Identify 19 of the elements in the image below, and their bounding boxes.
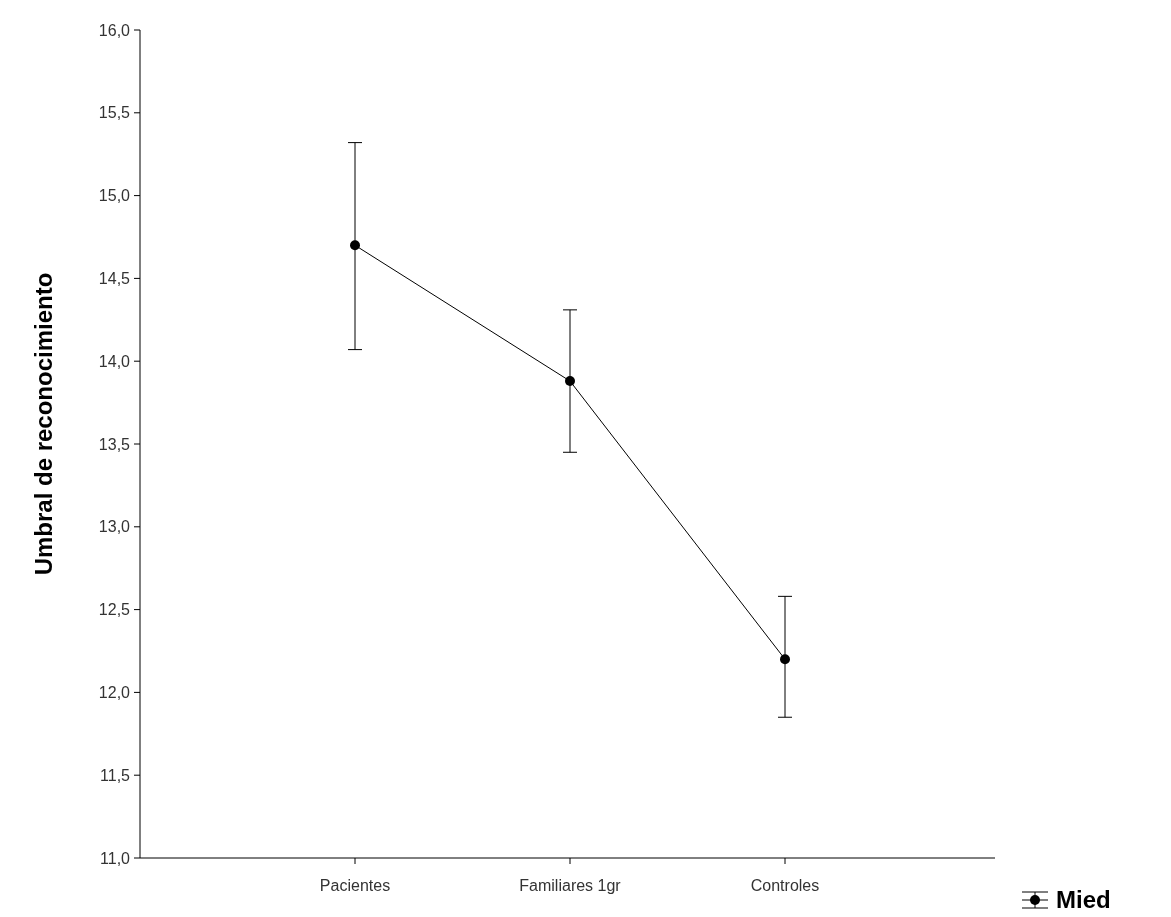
y-tick-label: 14,5 [98,270,131,287]
point [780,654,790,665]
x-tick-label: Pacientes [319,877,391,894]
y-tick-label: 13,5 [98,435,131,453]
point [565,376,575,387]
y-tick-label: 14,0 [98,352,131,370]
point [350,240,360,251]
y-tick-label: 16,0 [98,21,131,39]
y-tick-label: 11,5 [100,766,131,784]
x-tick-label: Controles [750,877,820,894]
y-tick-label: 12,0 [98,684,131,701]
y-tick-label: 12,5 [98,601,131,619]
y-tick-label: 15,0 [98,187,131,205]
y-tick-label: 11,0 [100,849,131,867]
y-tick-label: 15,5 [98,104,131,122]
y-tick-label: 13,0 [98,518,131,536]
x-tick-label: Familiares 1gr [519,877,622,894]
legend-label: Mied [1056,886,1111,914]
y-axis-title: Umbral de reconocimiento [30,272,57,576]
